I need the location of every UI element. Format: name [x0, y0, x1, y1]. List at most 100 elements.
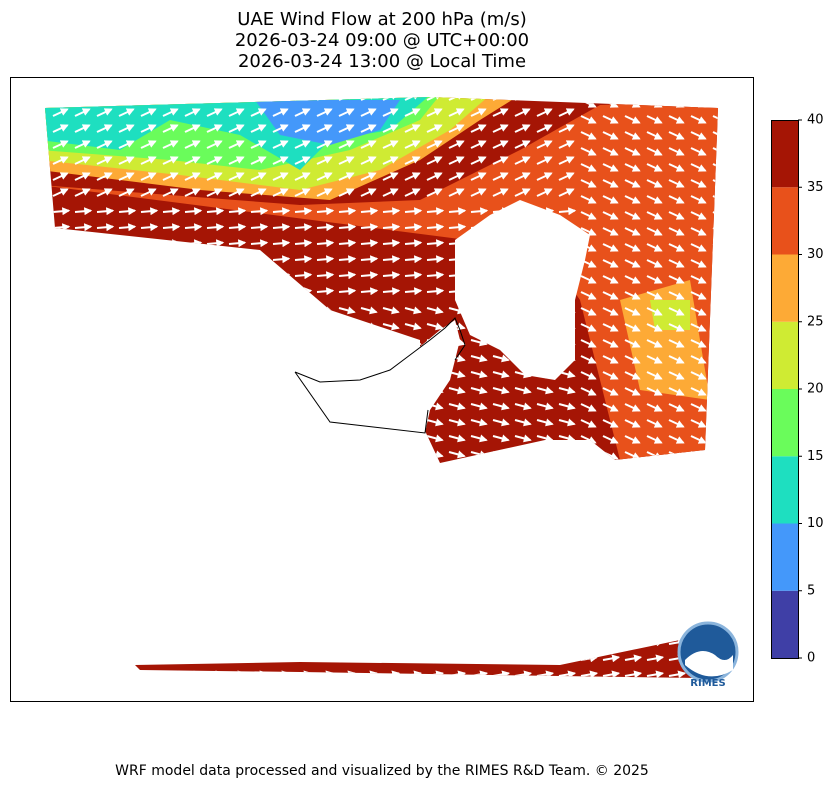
wind-arrow — [184, 97, 201, 101]
wind-arrow — [52, 255, 71, 264]
wind-arrow — [206, 287, 225, 296]
wind-arrow — [250, 271, 269, 280]
wind-arrow — [646, 654, 665, 663]
wind-arrow — [140, 354, 158, 363]
wind-arrow — [250, 287, 269, 296]
wind-arrow — [382, 207, 401, 216]
wind-arrow — [382, 255, 401, 264]
wind-arrow — [448, 172, 465, 181]
wind-arrow — [140, 271, 159, 280]
wind-arrow — [52, 418, 70, 427]
wind-arrow — [360, 108, 377, 117]
wind-arrow — [624, 211, 641, 220]
wind-arrow — [228, 466, 246, 475]
wind-arrow — [52, 338, 70, 347]
wind-arrow — [96, 354, 114, 363]
wind-arrow — [536, 434, 554, 443]
wind-arrow — [52, 239, 71, 248]
wind-arrow — [294, 223, 313, 232]
wind-arrow — [470, 124, 487, 133]
wind-arrow — [162, 207, 181, 216]
wind-arrow — [316, 322, 334, 331]
wind-arrow — [668, 339, 685, 348]
wind-arrow — [712, 435, 720, 444]
wind-arrow — [140, 140, 157, 149]
wind-arrow — [536, 188, 553, 197]
colorbar: 0 5 10 15 20 25 30 35 40 — [771, 113, 824, 666]
wind-arrow — [250, 370, 268, 379]
wind-arrow — [118, 354, 136, 363]
wind-arrow — [558, 188, 575, 197]
wind-arrow — [536, 140, 553, 149]
wind-arrow — [602, 435, 619, 444]
wind-arrow — [492, 108, 509, 117]
title: 2026-03-24 09:00 @ UTC+00:00 — [235, 30, 529, 51]
wind-arrow — [404, 207, 423, 216]
wind-arrow — [162, 271, 181, 280]
wind-arrow — [228, 172, 245, 181]
wind-arrow — [580, 339, 597, 348]
wind-arrow — [470, 370, 488, 379]
wind-arrow — [272, 287, 291, 296]
wind-arrow — [360, 450, 378, 459]
wind-arrow — [74, 239, 93, 248]
wind-arrow — [580, 419, 597, 428]
wind-arrow — [624, 243, 641, 252]
wind-arrow — [712, 179, 720, 188]
wind-arrow — [580, 451, 597, 460]
wind-arrow — [316, 124, 333, 133]
colorbar-segment — [771, 187, 798, 255]
wind-arrow — [382, 156, 399, 165]
colorbar-tick-label: 5 — [807, 583, 815, 598]
wind-arrow — [96, 466, 114, 475]
wind-arrow — [646, 355, 663, 364]
wind-arrow — [668, 211, 685, 220]
wind-arrow — [338, 188, 355, 197]
wind-arrow — [74, 188, 91, 197]
wind-arrow — [536, 654, 555, 663]
wind-arrow — [184, 386, 202, 395]
wind-arrow — [184, 124, 201, 133]
wind-arrow — [96, 434, 114, 443]
wind-arrow — [690, 355, 707, 364]
wind-arrow — [360, 670, 379, 678]
wind-arrow — [338, 466, 356, 475]
wind-arrow — [184, 188, 201, 197]
wind-arrow — [228, 306, 246, 315]
wind-arrow — [558, 172, 575, 181]
wind-arrow — [536, 670, 555, 678]
wind-arrow — [272, 140, 289, 149]
wind-arrow — [228, 239, 247, 248]
wind-arrow — [118, 188, 135, 197]
wind-arrow — [294, 207, 313, 216]
wind-arrow — [448, 140, 465, 149]
wind-arrow — [624, 339, 641, 348]
wind-arrow — [118, 654, 137, 663]
wind-arrow — [184, 370, 202, 379]
wind-arrow — [514, 124, 531, 133]
wind-arrow — [228, 188, 245, 197]
wind-arrow — [558, 386, 576, 395]
wind-arrow — [580, 115, 597, 124]
colorbar-frame — [771, 120, 799, 659]
wind-arrow — [184, 654, 203, 663]
wind-arrow — [426, 271, 445, 280]
wind-arrow — [668, 131, 685, 140]
wind-arrow — [624, 163, 641, 172]
wind-arrow — [580, 670, 599, 678]
wind-arrow — [338, 255, 357, 264]
wind-arrow — [536, 466, 554, 475]
wind-arrow — [52, 207, 71, 216]
wind-arrow — [316, 638, 335, 647]
wind-arrow — [118, 370, 136, 379]
wind-arrow — [646, 403, 663, 412]
wind-arrow — [74, 108, 91, 117]
wind-arrow — [250, 172, 267, 181]
wind-arrow — [96, 287, 115, 296]
wind-arrow — [96, 386, 114, 395]
wind-arrow — [668, 227, 685, 236]
wind-arrow — [646, 195, 663, 204]
wind-arrow — [184, 354, 202, 363]
wind-arrow — [646, 467, 663, 476]
wind-arrow — [404, 322, 422, 331]
